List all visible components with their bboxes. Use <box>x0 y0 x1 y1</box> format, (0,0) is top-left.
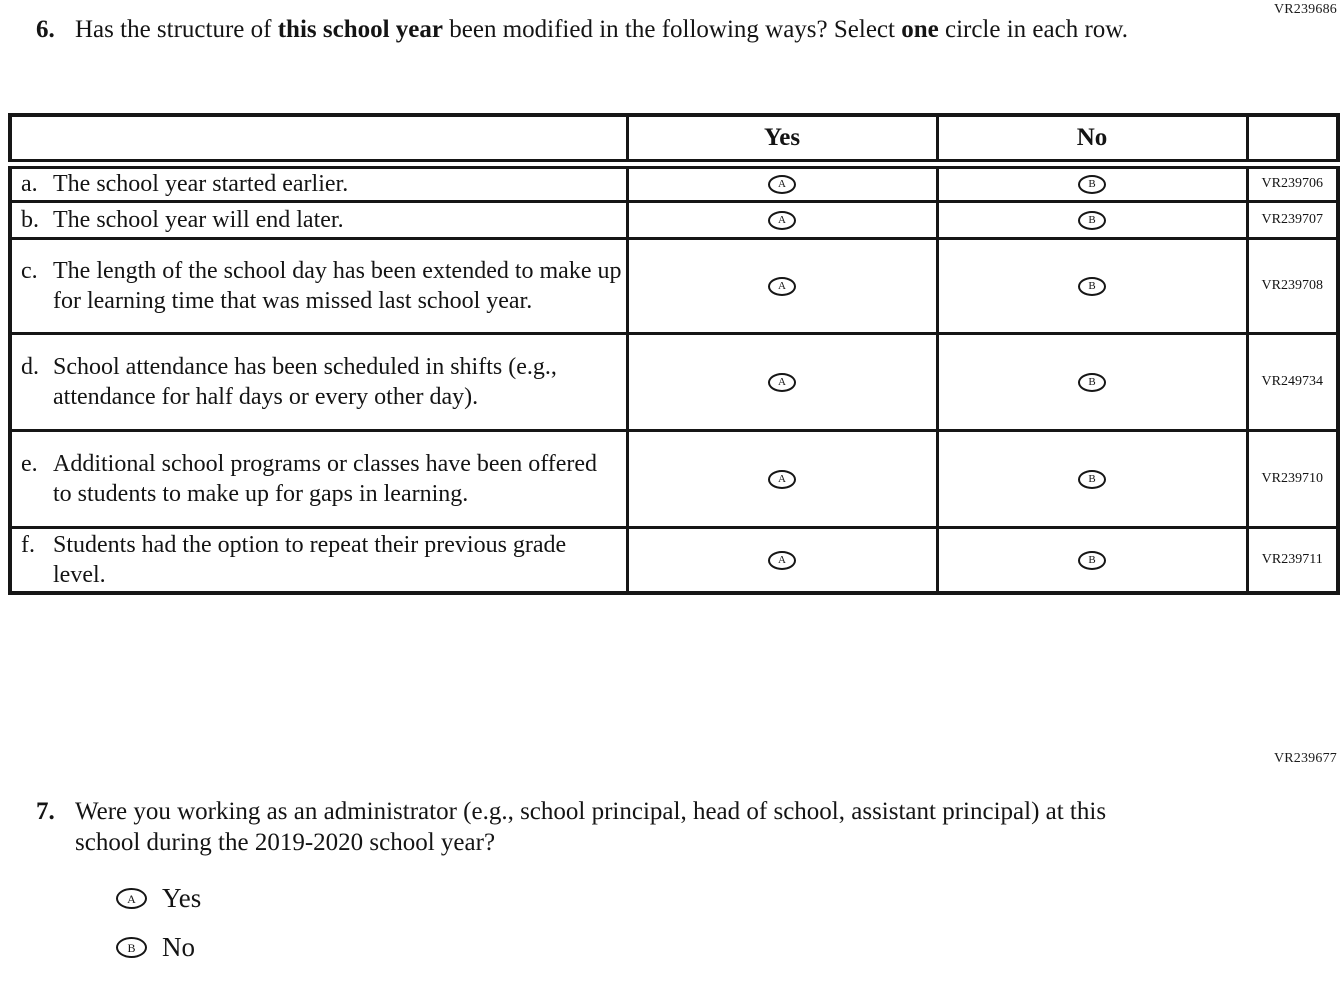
no-option-bubble[interactable]: B <box>1078 469 1106 489</box>
question-6-text-segment: Has the structure of <box>75 16 278 43</box>
question-6-table: Yes No a. The school year started earlier… <box>8 113 1340 595</box>
no-option-bubble[interactable]: B <box>1078 175 1106 195</box>
statement-cell: e. Additional school programs or classes … <box>8 428 629 529</box>
yes-option-bubble[interactable]: A <box>768 210 796 230</box>
row-code: VR239710 <box>1245 428 1340 529</box>
statement-column-header <box>8 113 629 169</box>
statement-cell: d. School attendance has been scheduled i… <box>8 331 629 432</box>
no-option-bubble[interactable]: B <box>1078 276 1106 296</box>
row-statement: The school year will end later. <box>53 206 344 233</box>
option-b-label: No <box>162 932 195 962</box>
yes-option-cell: A <box>625 199 939 240</box>
row-statement: Students had the option to repeat their … <box>53 531 567 588</box>
row-statement: The school year started earlier. <box>53 171 349 198</box>
statement-cell: f. Students had the option to repeat thei… <box>8 525 629 595</box>
question-7-option-yes: A Yes <box>116 883 1116 914</box>
row-letter: d. <box>21 353 39 380</box>
table-row: d. School attendance has been scheduled i… <box>8 331 1340 432</box>
table-row: f. Students had the option to repeat thei… <box>8 525 1340 595</box>
no-option-cell: B <box>935 331 1249 432</box>
table-header-row: Yes No <box>8 113 1340 169</box>
yes-option-bubble[interactable]: A <box>768 372 796 392</box>
row-code: VR249734 <box>1245 331 1340 432</box>
statement-cell: a. The school year started earlier. <box>8 162 629 203</box>
yes-option-bubble[interactable]: A <box>768 550 796 570</box>
question-6-text: Has the structure of this school year be… <box>75 14 1128 45</box>
question-6-text-bold: this school year <box>277 16 443 43</box>
yes-option-cell: A <box>625 428 939 529</box>
row-statement: Additional school programs or classes ha… <box>53 450 598 507</box>
no-option-bubble[interactable]: B <box>1078 550 1106 570</box>
question-7-number: 7. <box>36 798 55 825</box>
question-7-options: A Yes B No <box>75 883 1116 963</box>
no-option-cell: B <box>935 525 1249 595</box>
question-6-number: 6. <box>36 16 55 43</box>
no-option-bubble[interactable]: B <box>1078 210 1106 230</box>
row-statement: The length of the school day has been ex… <box>53 257 622 314</box>
question-7-text: Were you working as an administrator (e.… <box>75 798 1107 856</box>
row-letter: a. <box>21 171 38 198</box>
row-code: VR239707 <box>1245 199 1340 240</box>
table-row: c. The length of the school day has been … <box>8 236 1340 335</box>
table-row: a. The school year started earlier. A B VR23… <box>8 162 1340 203</box>
statement-cell: c. The length of the school day has been … <box>8 236 629 335</box>
no-option-cell: B <box>935 428 1249 529</box>
row-code: VR239706 <box>1245 162 1340 203</box>
row-letter: f. <box>21 531 35 558</box>
form-code-top: VR239686 <box>1273 2 1337 17</box>
code-column-header <box>1245 113 1340 169</box>
no-option-bubble[interactable]: B <box>1078 372 1106 392</box>
question-7: 7. Were you working as an administrator … <box>36 796 1116 981</box>
row-letter: b. <box>21 206 39 233</box>
option-a-label: Yes <box>162 883 202 913</box>
table-row: e. Additional school programs or classes … <box>8 428 1340 529</box>
yes-column-header: Yes <box>625 113 939 169</box>
no-option-cell: B <box>935 236 1249 335</box>
yes-option-bubble[interactable]: A <box>768 469 796 489</box>
row-letter: c. <box>21 257 38 284</box>
yes-option-cell: A <box>625 525 939 595</box>
option-b-bubble[interactable]: B <box>116 937 147 958</box>
option-a-bubble[interactable]: A <box>116 888 147 909</box>
no-column-header: No <box>935 113 1249 169</box>
form-code-mid: VR239677 <box>1273 751 1337 766</box>
row-letter: e. <box>21 450 38 477</box>
yes-option-cell: A <box>625 236 939 335</box>
question-6-text-bold: one <box>901 16 939 43</box>
question-7-option-no: B No <box>116 932 1116 963</box>
yes-option-bubble[interactable]: A <box>768 175 796 195</box>
question-6: 6. Has the structure of this school year… <box>36 14 1181 45</box>
row-statement: School attendance has been scheduled in … <box>53 353 557 410</box>
question-6-text-segment: been modified in the following ways? Sel… <box>443 16 902 43</box>
statement-cell: b. The school year will end later. <box>8 199 629 240</box>
yes-option-cell: A <box>625 162 939 203</box>
no-option-cell: B <box>935 162 1249 203</box>
question-6-text-segment: circle in each row. <box>938 16 1128 43</box>
question-7-body: Were you working as an administrator (e.… <box>75 796 1116 981</box>
no-option-cell: B <box>935 199 1249 240</box>
row-code: VR239708 <box>1245 236 1340 335</box>
yes-option-cell: A <box>625 331 939 432</box>
row-code: VR239711 <box>1245 525 1340 595</box>
table-row: b. The school year will end later. A B VR239… <box>8 199 1340 240</box>
yes-option-bubble[interactable]: A <box>768 276 796 296</box>
